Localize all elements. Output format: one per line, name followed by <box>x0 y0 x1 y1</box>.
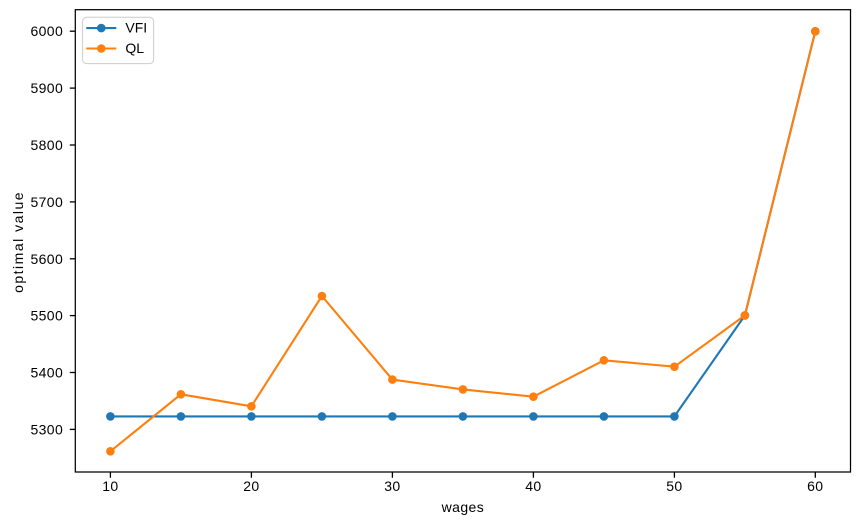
svg-text:30: 30 <box>384 478 400 494</box>
svg-text:VFI: VFI <box>125 20 147 36</box>
svg-text:20: 20 <box>243 478 259 494</box>
svg-text:5900: 5900 <box>30 80 63 96</box>
svg-text:optimal value: optimal value <box>10 191 26 293</box>
svg-text:5600: 5600 <box>30 251 63 267</box>
svg-text:QL: QL <box>125 40 144 56</box>
svg-text:10: 10 <box>102 478 118 494</box>
svg-text:6000: 6000 <box>30 23 63 39</box>
svg-text:wages: wages <box>441 499 484 515</box>
svg-text:5500: 5500 <box>30 308 63 324</box>
svg-text:40: 40 <box>525 478 541 494</box>
svg-text:5700: 5700 <box>30 194 63 210</box>
svg-text:5300: 5300 <box>30 421 63 437</box>
svg-text:5400: 5400 <box>30 365 63 381</box>
svg-text:5800: 5800 <box>30 137 63 153</box>
svg-text:50: 50 <box>666 478 682 494</box>
svg-text:60: 60 <box>807 478 823 494</box>
